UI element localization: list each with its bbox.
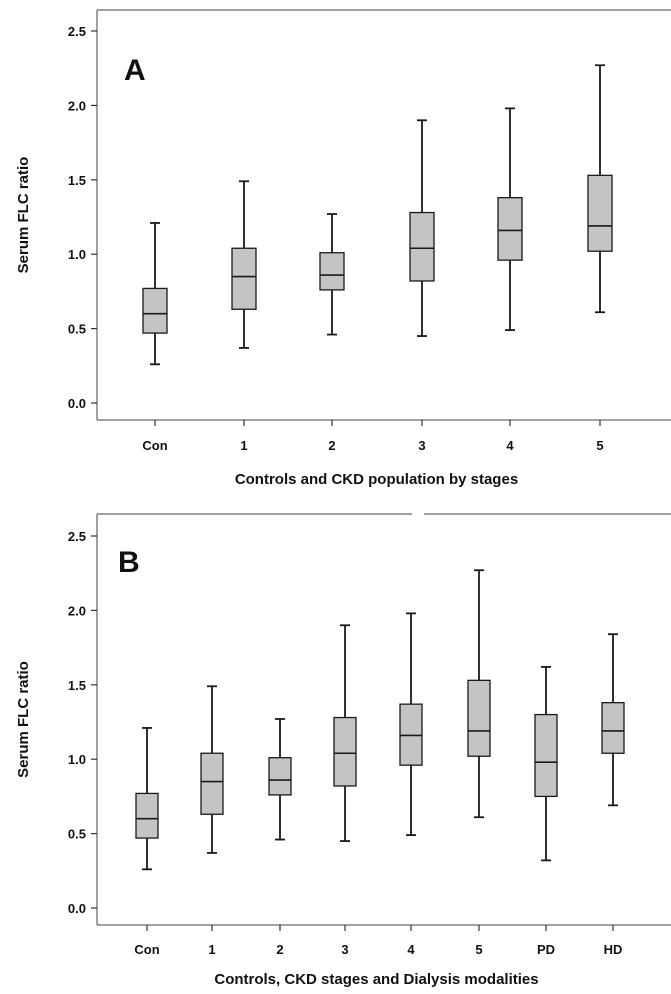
box-2 <box>268 718 292 841</box>
y-tick-label: 0.5 <box>68 827 86 842</box>
box-HD <box>601 633 625 807</box>
y-tick-label: 2.5 <box>68 529 86 544</box>
panel-letter: B <box>118 546 140 579</box>
x-tick-label: 4 <box>506 438 514 453</box>
box-Con <box>142 222 168 366</box>
y-tick-label: 0.0 <box>68 901 86 916</box>
x-tick-label: 1 <box>208 942 215 957</box>
iqr-box <box>268 757 292 796</box>
x-tick-label: 5 <box>596 438 603 453</box>
iqr-box <box>409 211 435 282</box>
box-5 <box>467 569 491 819</box>
x-tick-label: 3 <box>418 438 425 453</box>
y-tick-label: 1.5 <box>68 173 86 188</box>
panel-letter: A <box>124 54 146 87</box>
iqr-box <box>534 713 558 798</box>
box-5 <box>587 64 613 314</box>
x-tick-label: Con <box>134 942 159 957</box>
y-tick-label: 0.5 <box>68 322 86 337</box>
y-tick-label: 2.0 <box>68 603 86 618</box>
y-axis-label: Serum FLC ratio <box>15 661 32 778</box>
y-tick-label: 1.5 <box>68 678 86 693</box>
x-tick-label: HD <box>604 942 623 957</box>
y-tick-label: 1.0 <box>68 752 86 767</box>
x-tick-label: 4 <box>407 942 415 957</box>
iqr-box <box>497 197 523 261</box>
box-4 <box>497 107 523 331</box>
x-tick-label: Con <box>142 438 167 453</box>
box-1 <box>231 180 257 349</box>
iqr-box <box>467 679 491 757</box>
iqr-box <box>200 752 224 815</box>
box-3 <box>333 624 357 842</box>
iqr-box <box>135 792 159 839</box>
panel-b: 0.0 0.5 1.0 1.5 2.0 2.5 Serum FLC ratio Con 1 2 3 4… <box>15 513 671 988</box>
iqr-box <box>601 702 625 754</box>
iqr-box <box>333 716 357 787</box>
y-tick-label: 2.5 <box>68 24 86 39</box>
y-tick-label: 1.0 <box>68 247 86 262</box>
box-Con <box>135 727 159 871</box>
x-tick-label: 2 <box>328 438 335 453</box>
y-axis-label: Serum FLC ratio <box>15 157 32 274</box>
box-3 <box>409 119 435 337</box>
iqr-box <box>587 174 613 252</box>
x-tick-label: 5 <box>475 942 482 957</box>
box-4 <box>399 612 423 836</box>
iqr-box <box>142 287 168 334</box>
x-tick-label: 1 <box>240 438 247 453</box>
box-PD <box>534 666 558 862</box>
x-axis-label: Controls and CKD population by stages <box>235 471 518 488</box>
x-tick-label: 3 <box>341 942 348 957</box>
panel-a: 0.0 0.5 1.0 1.5 2.0 2.5 Serum FLC ratio Con 1 2 3 4… <box>15 9 671 488</box>
iqr-box <box>231 247 257 310</box>
y-tick-label: 2.0 <box>68 98 86 113</box>
iqr-box <box>319 252 345 291</box>
y-tick-label: 0.0 <box>68 396 86 411</box>
x-tick-label: PD <box>537 942 555 957</box>
x-tick-label: 2 <box>276 942 283 957</box>
box-1 <box>200 685 224 854</box>
x-axis-label: Controls, CKD stages and Dialysis modali… <box>214 971 538 988</box>
box-2 <box>319 213 345 336</box>
